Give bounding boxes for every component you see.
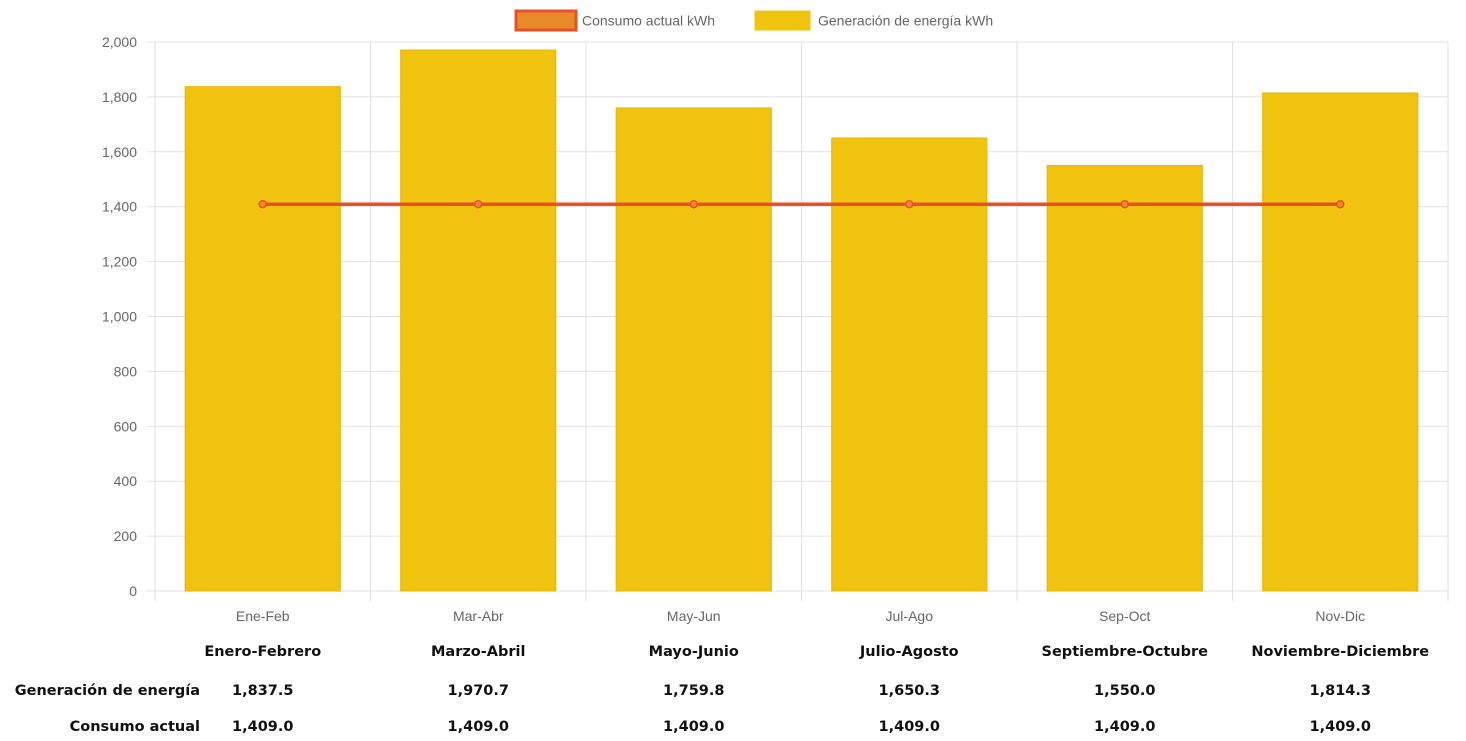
data-table: Enero-Febrero Marzo-Abril Mayo-Junio Julio-… — [15, 644, 1430, 735]
legend-swatch-generacion — [754, 10, 811, 31]
y-axis: 0 200 400 600 800 1,000 1,200 1,400 1,600 1,800 2,… — [102, 34, 137, 599]
table-column-header: Marzo-Abril — [431, 644, 525, 660]
bar — [1262, 92, 1419, 592]
line-point — [1336, 199, 1345, 209]
x-tick-label: Jul-Ago — [886, 608, 934, 624]
table-column-header: Septiembre-Octubre — [1042, 644, 1209, 660]
y-tick-label: 1,200 — [102, 254, 137, 270]
y-tick-label: 1,400 — [102, 199, 137, 215]
table-cell: 1,409.0 — [663, 719, 724, 735]
table-column-header: Enero-Febrero — [204, 644, 321, 660]
x-tick-label: May-Jun — [667, 608, 721, 624]
y-tick-label: 1,800 — [102, 89, 137, 105]
line-series — [258, 199, 1345, 209]
bar — [400, 49, 557, 592]
legend-item-consumo[interactable]: Consumo actual kWh — [514, 9, 715, 32]
bar-series — [184, 49, 1419, 592]
y-tick-label: 800 — [114, 363, 138, 379]
table-column-header: Julio-Agosto — [859, 644, 959, 660]
legend-label-generacion: Generación de energía kWh — [818, 13, 993, 29]
bar — [831, 137, 988, 592]
line-point — [905, 199, 914, 209]
x-axis: Ene-Feb Mar-Abr May-Jun Jul-Ago Sep-Oct Nov-D… — [236, 608, 1365, 624]
line-point — [689, 199, 698, 209]
gridlines — [147, 41, 1449, 601]
bar — [1046, 165, 1203, 592]
y-tick-label: 0 — [129, 583, 137, 599]
y-tick-label: 1,600 — [102, 144, 137, 160]
table-cell: 1,409.0 — [879, 719, 940, 735]
table-cell: 1,409.0 — [232, 719, 293, 735]
table-cell: 1,970.7 — [448, 683, 509, 699]
x-tick-label: Sep-Oct — [1099, 608, 1150, 624]
bar — [615, 107, 772, 592]
y-tick-label: 600 — [114, 418, 138, 434]
x-tick-label: Nov-Dic — [1315, 608, 1365, 624]
legend-label-consumo: Consumo actual kWh — [582, 13, 715, 29]
x-tick-label: Ene-Feb — [236, 608, 290, 624]
table-cell: 1,409.0 — [448, 719, 509, 735]
y-tick-label: 1,000 — [102, 309, 137, 325]
table-cell: 1,550.0 — [1094, 683, 1155, 699]
table-row-label: Generación de energía — [15, 683, 200, 699]
table-cell: 1,650.3 — [879, 683, 940, 699]
legend-swatch-consumo — [514, 9, 578, 32]
line-point — [1120, 199, 1129, 209]
y-tick-label: 400 — [114, 473, 138, 489]
table-cell: 1,409.0 — [1094, 719, 1155, 735]
line-point — [258, 199, 267, 209]
y-tick-label: 200 — [114, 528, 138, 544]
legend-item-generacion[interactable]: Generación de energía kWh — [754, 10, 993, 31]
table-cell: 1,814.3 — [1310, 683, 1371, 699]
table-row-label: Consumo actual — [70, 719, 200, 735]
table-cell: 1,837.5 — [232, 683, 293, 699]
table-column-header: Noviembre-Diciembre — [1251, 644, 1429, 660]
table-column-header: Mayo-Junio — [649, 644, 739, 660]
line-point — [474, 199, 483, 209]
bar — [184, 86, 341, 592]
x-tick-label: Mar-Abr — [453, 608, 504, 624]
y-tick-label: 2,000 — [102, 34, 137, 50]
legend[interactable]: Consumo actual kWh Generación de energía… — [514, 9, 993, 32]
table-cell: 1,759.8 — [663, 683, 724, 699]
table-cell: 1,409.0 — [1310, 719, 1371, 735]
